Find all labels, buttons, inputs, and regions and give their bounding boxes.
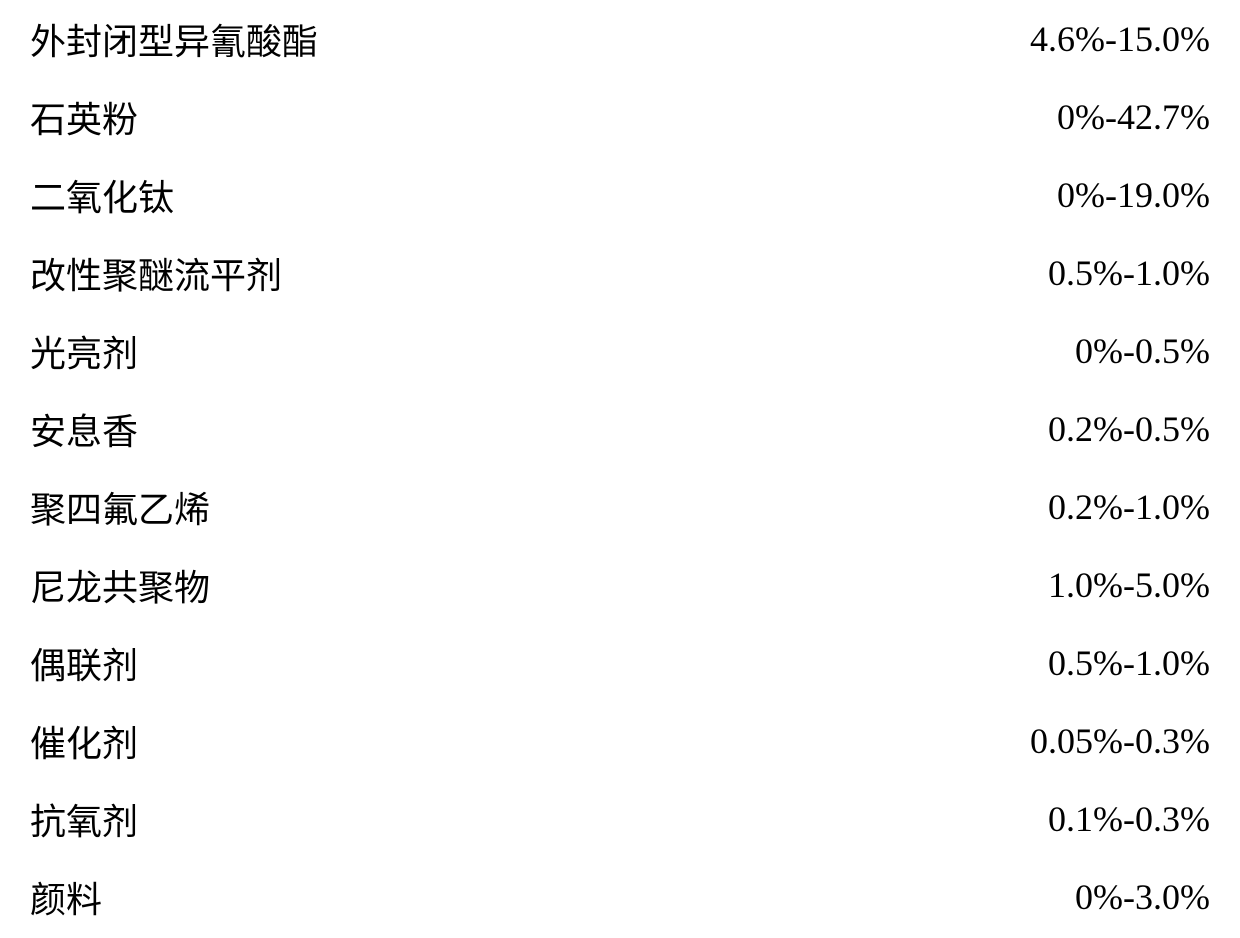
table-row: 催化剂 0.05%-0.3% — [30, 702, 1210, 780]
percentage-value: 0%-42.7% — [1057, 96, 1210, 138]
ingredient-label: 改性聚醚流平剂 — [30, 247, 282, 299]
table-row: 改性聚醚流平剂 0.5%-1.0% — [30, 234, 1210, 312]
ingredient-label: 尼龙共聚物 — [30, 559, 210, 611]
ingredient-label: 颜料 — [30, 871, 102, 923]
percentage-value: 0.1%-0.3% — [1048, 798, 1210, 840]
table-row: 石英粉 0%-42.7% — [30, 78, 1210, 156]
ingredient-label: 石英粉 — [30, 91, 138, 143]
table-row: 尼龙共聚物 1.0%-5.0% — [30, 546, 1210, 624]
percentage-value: 0%-19.0% — [1057, 174, 1210, 216]
percentage-value: 0.05%-0.3% — [1030, 720, 1210, 762]
ingredient-label: 抗氧剂 — [30, 793, 138, 845]
ingredient-label: 二氧化钛 — [30, 169, 174, 221]
table-row: 抗氧剂 0.1%-0.3% — [30, 780, 1210, 858]
percentage-value: 0.2%-0.5% — [1048, 408, 1210, 450]
table-row: 颜料 0%-3.0% — [30, 858, 1210, 936]
table-row: 二氧化钛 0%-19.0% — [30, 156, 1210, 234]
ingredient-label: 偶联剂 — [30, 637, 138, 689]
table-row: 外封闭型异氰酸酯 4.6%-15.0% — [30, 0, 1210, 78]
table-row: 聚四氟乙烯 0.2%-1.0% — [30, 468, 1210, 546]
ingredient-label: 光亮剂 — [30, 325, 138, 377]
table-row: 光亮剂 0%-0.5% — [30, 312, 1210, 390]
table-row: 安息香 0.2%-0.5% — [30, 390, 1210, 468]
ingredient-label: 外封闭型异氰酸酯 — [30, 13, 318, 65]
ingredient-label: 聚四氟乙烯 — [30, 481, 210, 533]
table-row: 偶联剂 0.5%-1.0% — [30, 624, 1210, 702]
percentage-value: 0.5%-1.0% — [1048, 642, 1210, 684]
percentage-value: 0%-3.0% — [1075, 876, 1210, 918]
composition-table: 外封闭型异氰酸酯 4.6%-15.0% 石英粉 0%-42.7% 二氧化钛 0%… — [30, 0, 1210, 936]
percentage-value: 4.6%-15.0% — [1030, 18, 1210, 60]
ingredient-label: 安息香 — [30, 403, 138, 455]
percentage-value: 0.5%-1.0% — [1048, 252, 1210, 294]
percentage-value: 0.2%-1.0% — [1048, 486, 1210, 528]
percentage-value: 0%-0.5% — [1075, 330, 1210, 372]
percentage-value: 1.0%-5.0% — [1048, 564, 1210, 606]
ingredient-label: 催化剂 — [30, 715, 138, 767]
